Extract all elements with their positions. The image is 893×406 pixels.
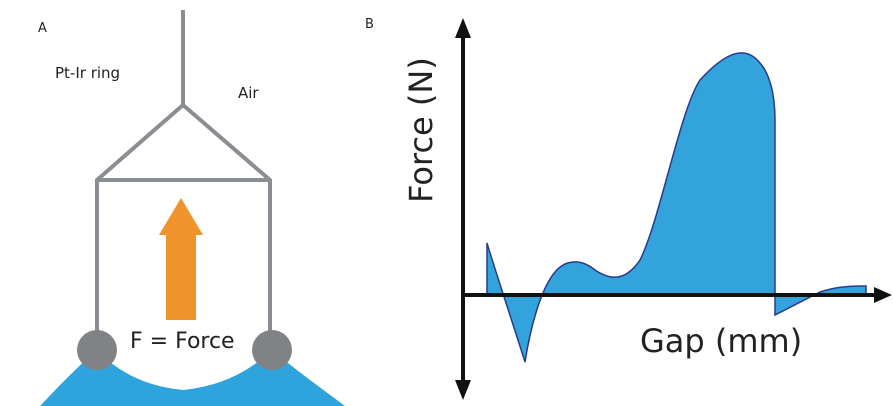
air-label: Air [238,84,259,102]
force-arrow [159,198,203,320]
ring-wire [77,330,117,370]
panel-label: B [365,17,374,32]
force-label: F = Force [130,329,235,354]
panel-b: B Force (N) Gap (mm) [365,17,892,400]
panel-label: A [38,21,47,36]
panel-a: A Pt-Ir ring Air F = Force [38,10,345,406]
figure: A Pt-Ir ring Air F = Force B Force (N) G… [0,0,893,406]
ring-label: Pt-Ir ring [55,64,120,82]
y-axis-label: Force (N) [402,57,440,203]
x-axis-label: Gap (mm) [640,322,802,360]
ring-wire [252,330,292,370]
force-curve [487,53,866,362]
